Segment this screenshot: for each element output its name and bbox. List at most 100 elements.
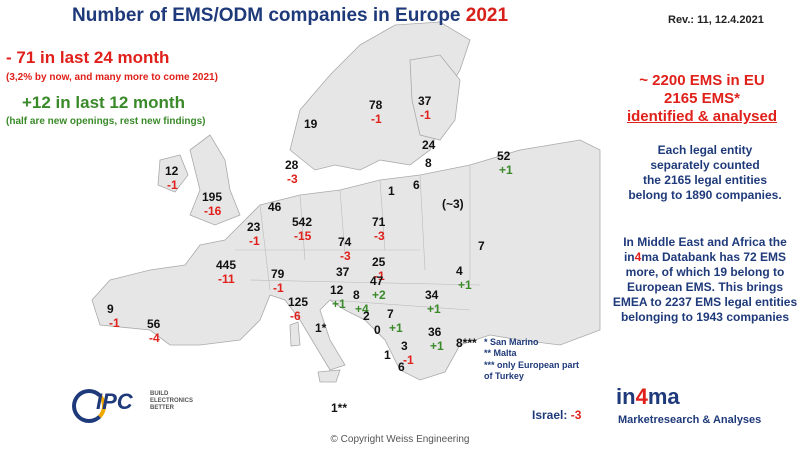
company-count: 74 bbox=[338, 235, 352, 249]
country-label-moldova: 4 +1 bbox=[456, 265, 472, 291]
legend-line: of Turkey bbox=[484, 370, 524, 381]
country-label-bulgaria: 36 +1 bbox=[428, 326, 444, 352]
ipc-ring-icon bbox=[72, 389, 106, 423]
country-label-uk: 195 -16 bbox=[202, 191, 222, 217]
in4ma-post: ma bbox=[647, 384, 680, 409]
note-line: Each legal entity bbox=[657, 143, 753, 157]
company-count: 12 bbox=[165, 164, 179, 178]
country-label-belgium: 23 -1 bbox=[247, 221, 260, 247]
country-label-france: 445 -11 bbox=[216, 259, 236, 285]
country-label-poland: 71 -3 bbox=[372, 216, 385, 242]
sardinia-shape bbox=[289, 321, 301, 347]
count-change: -3 bbox=[374, 229, 385, 243]
in4ma-subtitle: Marketresearch & Analyses bbox=[618, 414, 762, 426]
country-label-czechia: 74 -3 bbox=[338, 236, 351, 262]
company-count: 4 bbox=[456, 264, 463, 278]
company-count: 542 bbox=[292, 215, 313, 229]
company-count: 8*** bbox=[456, 336, 477, 350]
ems-total-line: ~ 2200 EMS in EU bbox=[639, 72, 765, 89]
count-change: +1 bbox=[332, 297, 346, 311]
company-count: 2 bbox=[363, 309, 370, 323]
country-label-latvia: 8 bbox=[425, 157, 432, 169]
country-label-bosnia: 2 bbox=[363, 310, 370, 322]
country-label-portugal: 9 -1 bbox=[107, 303, 120, 329]
country-label-ukraine: 7 bbox=[478, 240, 485, 252]
in4ma-pre: in bbox=[616, 384, 636, 409]
israel-value: -3 bbox=[570, 408, 582, 422]
legal-entity-note: Each legal entity separately counted the… bbox=[612, 143, 798, 203]
count-change: -1 bbox=[273, 281, 284, 295]
company-count: 78 bbox=[369, 98, 383, 112]
company-count: 3 bbox=[401, 339, 408, 353]
ipc-tag-line: ELECTRONICS bbox=[150, 398, 194, 405]
country-label-turkey: 8*** bbox=[456, 337, 477, 349]
company-count: 8 bbox=[425, 156, 432, 170]
country-label-netherlands: 46 bbox=[268, 201, 281, 213]
company-count: 46 bbox=[268, 200, 282, 214]
company-count: 71 bbox=[372, 215, 386, 229]
note-line: belong to 1890 companies. bbox=[628, 188, 782, 202]
country-label-macedonia: 3 -1 bbox=[401, 340, 414, 366]
company-count: 56 bbox=[147, 317, 161, 331]
legend-line: ** Malta bbox=[484, 348, 517, 359]
legend-line: *** only European part bbox=[484, 359, 580, 370]
company-count: 8 bbox=[353, 288, 360, 302]
copyright-notice: © Copyright Weiss Engineering bbox=[330, 434, 470, 445]
company-count: 6 bbox=[398, 360, 405, 374]
company-count: 125 bbox=[288, 295, 309, 309]
country-label-croatia: 8 +4 bbox=[353, 289, 369, 315]
count-change: +1 bbox=[458, 278, 472, 292]
country-label-montenegro: 0 bbox=[374, 324, 381, 336]
company-count: 19 bbox=[304, 117, 318, 131]
note-line: the 2165 legal entities bbox=[642, 173, 768, 187]
country-label-sweden: 78 -1 bbox=[369, 99, 382, 125]
british-isles-shape bbox=[189, 134, 241, 226]
count-change: +1 bbox=[427, 302, 441, 316]
count-change: -1 bbox=[374, 269, 385, 283]
count-change: -6 bbox=[290, 309, 301, 323]
revision-label: Rev.: 11, 12.4.2021 bbox=[668, 14, 764, 26]
title-year: 2021 bbox=[465, 5, 509, 26]
stat-24-month-note: (3,2% by now, and many more to come 2021… bbox=[6, 72, 218, 83]
company-count: 34 bbox=[425, 288, 439, 302]
count-change: -1 bbox=[167, 178, 178, 192]
company-count: 1** bbox=[331, 401, 348, 415]
in4ma-logo: in4ma bbox=[616, 384, 680, 410]
country-label-russia: 52 +1 bbox=[497, 150, 513, 176]
mea-note-pre: In Middle East and Africa the in bbox=[623, 235, 787, 264]
company-count: 195 bbox=[202, 190, 223, 204]
count-change: -1 bbox=[403, 353, 414, 367]
country-label-norway: 19 bbox=[304, 118, 317, 130]
legend-line: * San Marino bbox=[484, 337, 539, 347]
sicily-shape bbox=[317, 369, 341, 383]
company-count: 47 bbox=[370, 274, 384, 288]
company-count: (~3) bbox=[442, 197, 464, 211]
count-change: +4 bbox=[355, 302, 369, 316]
country-label-germany: 542 -15 bbox=[292, 216, 312, 242]
ipc-tagline: BUILD ELECTRONICS BETTER bbox=[150, 391, 193, 413]
company-count: 24 bbox=[422, 138, 436, 152]
ipc-word: IPC bbox=[96, 389, 133, 414]
company-count: 25 bbox=[372, 255, 386, 269]
ems-total-block: ~ 2200 EMS in EU 2165 EMS* identified & … bbox=[604, 72, 800, 126]
in4ma-four: 4 bbox=[635, 384, 648, 409]
country-label-sanmarino: 1* bbox=[315, 322, 326, 334]
footnote-legend: * San Marino ** Malta *** only European … bbox=[484, 337, 579, 382]
country-label-malta: 1** bbox=[331, 402, 347, 414]
country-label-estonia: 24 bbox=[422, 139, 435, 151]
count-change: -1 bbox=[249, 234, 260, 248]
country-label-albania: 1 bbox=[384, 349, 391, 361]
country-label-kaliningrad: 1 bbox=[388, 185, 395, 197]
country-label-austria: 37 bbox=[336, 266, 349, 278]
count-change: -1 bbox=[420, 108, 431, 122]
company-count: 37 bbox=[336, 265, 350, 279]
country-label-spain: 56 -4 bbox=[147, 318, 160, 344]
company-count: 1 bbox=[384, 348, 391, 362]
company-count: 1 bbox=[388, 184, 395, 198]
count-change: -1 bbox=[109, 316, 120, 330]
company-count: 7 bbox=[387, 307, 394, 321]
company-count: 37 bbox=[418, 94, 432, 108]
note-line: separately counted bbox=[650, 158, 760, 172]
company-count: 12 bbox=[330, 283, 344, 297]
